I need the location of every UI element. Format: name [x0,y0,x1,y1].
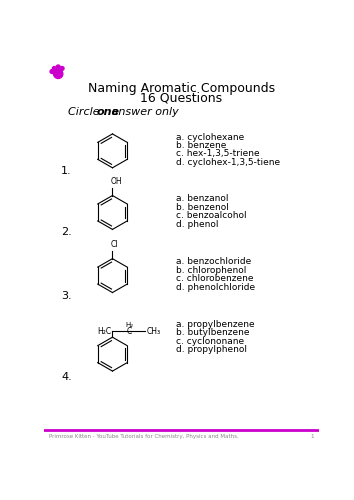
Text: 3.: 3. [61,290,72,300]
Text: CH₃: CH₃ [147,326,161,336]
Text: Circle: Circle [68,108,103,118]
Text: d. phenolchloride: d. phenolchloride [176,282,255,292]
Text: Naming Aromatic Compounds: Naming Aromatic Compounds [88,82,275,95]
Text: a. propylbenzene: a. propylbenzene [176,320,255,328]
Text: 2.: 2. [61,228,72,237]
Text: d. phenol: d. phenol [176,220,218,228]
Text: Primrose Kitten - YouTube Tutorials for Chemistry, Physics and Maths.: Primrose Kitten - YouTube Tutorials for … [49,434,239,439]
Text: H₂C: H₂C [97,326,111,336]
Circle shape [52,66,56,70]
Text: c. cyclononane: c. cyclononane [176,336,244,345]
Text: b. chlorophenol: b. chlorophenol [176,266,246,274]
Text: a. benzochloride: a. benzochloride [176,257,251,266]
Text: 1: 1 [310,434,314,439]
Text: answer only: answer only [108,108,178,118]
Text: Cl: Cl [111,240,118,248]
Text: c. benzoalcohol: c. benzoalcohol [176,211,247,220]
Text: 1.: 1. [61,166,72,176]
Circle shape [60,66,64,70]
Text: c. chlorobenzene: c. chlorobenzene [176,274,253,283]
Text: a. cyclohexane: a. cyclohexane [176,132,244,141]
Text: a. benzanol: a. benzanol [176,194,228,203]
Text: H₂: H₂ [125,322,133,328]
Text: b. butylbenzene: b. butylbenzene [176,328,250,337]
Circle shape [56,65,60,69]
Text: b. benzene: b. benzene [176,141,226,150]
Text: one: one [97,108,120,118]
Text: b. benzenol: b. benzenol [176,202,229,211]
Circle shape [50,70,54,73]
Text: 16 Questions: 16 Questions [141,91,222,104]
Text: c. hex-1,3,5-triene: c. hex-1,3,5-triene [176,150,259,158]
Text: OH: OH [111,176,122,186]
Circle shape [53,69,63,78]
Text: d. cyclohex-1,3,5-tiene: d. cyclohex-1,3,5-tiene [176,158,280,167]
Text: d. propylphenol: d. propylphenol [176,345,247,354]
Text: 4.: 4. [61,372,72,382]
Text: C: C [127,326,132,336]
